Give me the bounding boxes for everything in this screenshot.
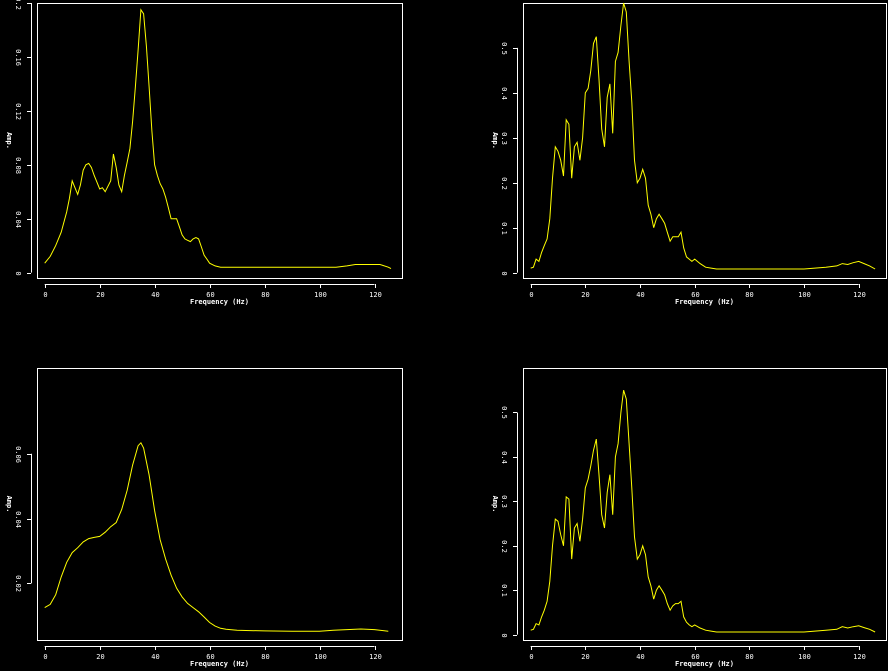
- y-tick-label: 0.1: [500, 584, 508, 597]
- y-tick-label: 0.12: [14, 103, 22, 120]
- y-tick-label: 0.2: [500, 540, 508, 553]
- x-tick-label: 100: [314, 291, 327, 299]
- spectrum-line-1: [44, 8, 392, 270]
- x-tick-label: 0: [43, 653, 47, 661]
- y-axis-label: Amp.: [5, 132, 13, 149]
- y-tick-label: 0.2: [500, 177, 508, 190]
- y-tick-label: 0.04: [14, 511, 22, 528]
- x-tick-label: 40: [151, 653, 159, 661]
- x-tick-label: 0: [529, 291, 533, 299]
- chart-panel-2: 0 20 40 60 80 100 120 0 0.1 0.2 0.3 0.4 0.5 Frequency…: [491, 2, 887, 306]
- plot-frame: [523, 368, 887, 641]
- x-tick-label: 120: [853, 291, 866, 299]
- x-tick-label: 60: [691, 291, 699, 299]
- chart-panel-1: 0 20 40 60 80 100 120 0 0.04 0.08 0.12 0.16 0.2 Frequ…: [5, 0, 403, 306]
- x-axis-label: Frequency (Hz): [190, 660, 249, 668]
- x-tick-label: 100: [314, 653, 327, 661]
- y-tick-label: 0.2: [14, 0, 22, 10]
- y-tick-label: 0: [500, 271, 508, 275]
- y-tick-label: 0.3: [500, 495, 508, 508]
- x-tick-label: 120: [369, 291, 382, 299]
- y-tick-label: 0.04: [14, 211, 22, 228]
- y-tick-label: 0.08: [14, 157, 22, 174]
- plot-frame: [37, 368, 403, 641]
- x-axis-label: Frequency (Hz): [675, 298, 734, 306]
- x-tick-label: 120: [369, 653, 382, 661]
- y-tick-label: 0.16: [14, 49, 22, 66]
- y-tick-label: 0.4: [500, 87, 508, 100]
- plot-frame: [523, 3, 887, 279]
- plot-frame: [37, 3, 403, 279]
- x-tick-label: 80: [261, 291, 269, 299]
- x-tick-label: 0: [529, 653, 533, 661]
- x-axis-label: Frequency (Hz): [675, 660, 734, 668]
- y-tick-label: 0.02: [14, 575, 22, 592]
- x-tick-label: 80: [745, 291, 753, 299]
- spectrum-line-1: [530, 2, 876, 270]
- x-tick-label: 60: [691, 653, 699, 661]
- chart-panel-4: 0 20 40 60 80 100 120 0 0.1 0.2 0.3 0.4 0.5 Frequency…: [491, 368, 887, 668]
- x-tick-label: 100: [798, 653, 811, 661]
- x-tick-label: 20: [581, 653, 589, 661]
- y-tick-label: 0.5: [500, 406, 508, 419]
- y-tick-label: 0.4: [500, 451, 508, 464]
- chart-panel-3: 0 20 40 60 80 100 120 0.02 0.04 0.06 Frequency (Hz…: [5, 368, 403, 668]
- x-tick-label: 0: [43, 291, 47, 299]
- x-tick-label: 20: [96, 653, 104, 661]
- y-axis-label: Amp.: [491, 496, 499, 513]
- x-tick-label: 100: [798, 291, 811, 299]
- x-tick-label: 80: [261, 653, 269, 661]
- spectrum-line-1: [44, 441, 389, 632]
- y-tick-label: 0: [14, 271, 22, 275]
- x-tick-label: 40: [151, 291, 159, 299]
- x-tick-label: 60: [206, 653, 214, 661]
- y-tick-label: 0: [500, 633, 508, 637]
- x-tick-label: 40: [636, 653, 644, 661]
- x-tick-label: 20: [96, 291, 104, 299]
- x-tick-label: 120: [853, 653, 866, 661]
- x-tick-label: 60: [206, 291, 214, 299]
- y-axis-label: Amp.: [491, 132, 499, 149]
- spectrum-line-1: [530, 390, 876, 633]
- y-tick-label: 0.06: [14, 446, 22, 463]
- y-tick-label: 0.1: [500, 222, 508, 235]
- x-tick-label: 20: [581, 291, 589, 299]
- x-tick-label: 80: [745, 653, 753, 661]
- y-tick-label: 0.3: [500, 132, 508, 145]
- y-tick-label: 0.5: [500, 42, 508, 55]
- x-axis-label: Frequency (Hz): [190, 298, 249, 306]
- y-axis-label: Amp.: [5, 496, 13, 513]
- x-tick-label: 40: [636, 291, 644, 299]
